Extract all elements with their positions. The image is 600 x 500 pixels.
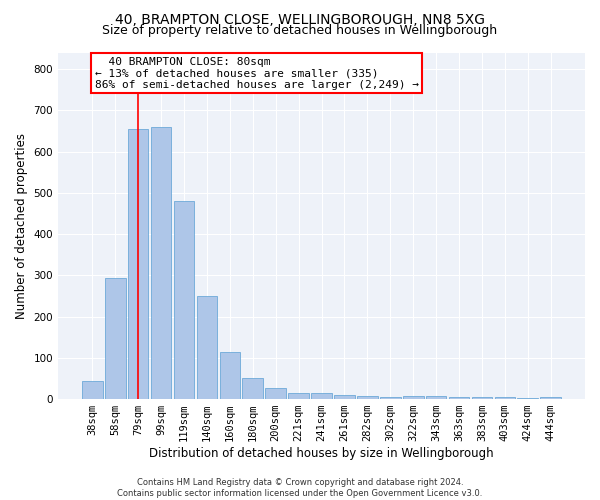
Bar (357, 396, 377, 399)
Bar (334, 395, 355, 399)
Text: Contains HM Land Registry data © Crown copyright and database right 2024.
Contai: Contains HM Land Registry data © Crown c… (118, 478, 482, 498)
Bar (265, 388, 286, 399)
Bar (311, 393, 332, 399)
Bar (403, 396, 424, 399)
Bar (151, 127, 172, 399)
Bar (541, 396, 561, 399)
Bar (220, 352, 240, 399)
Bar (517, 398, 538, 399)
Text: Size of property relative to detached houses in Wellingborough: Size of property relative to detached ho… (103, 24, 497, 37)
Bar (472, 398, 492, 399)
Bar (288, 393, 309, 399)
Bar (173, 201, 194, 399)
Bar (494, 398, 515, 399)
Bar (449, 397, 469, 399)
X-axis label: Distribution of detached houses by size in Wellingborough: Distribution of detached houses by size … (149, 447, 494, 460)
Bar (105, 278, 125, 399)
Text: 40, BRAMPTON CLOSE, WELLINGBOROUGH, NN8 5XG: 40, BRAMPTON CLOSE, WELLINGBOROUGH, NN8 … (115, 12, 485, 26)
Bar (242, 378, 263, 399)
Bar (82, 380, 103, 399)
Y-axis label: Number of detached properties: Number of detached properties (15, 133, 28, 319)
Bar (380, 396, 401, 399)
Text: 40 BRAMPTON CLOSE: 80sqm
← 13% of detached houses are smaller (335)
86% of semi-: 40 BRAMPTON CLOSE: 80sqm ← 13% of detach… (95, 56, 419, 90)
Bar (197, 296, 217, 399)
Bar (128, 129, 148, 399)
Bar (426, 396, 446, 399)
